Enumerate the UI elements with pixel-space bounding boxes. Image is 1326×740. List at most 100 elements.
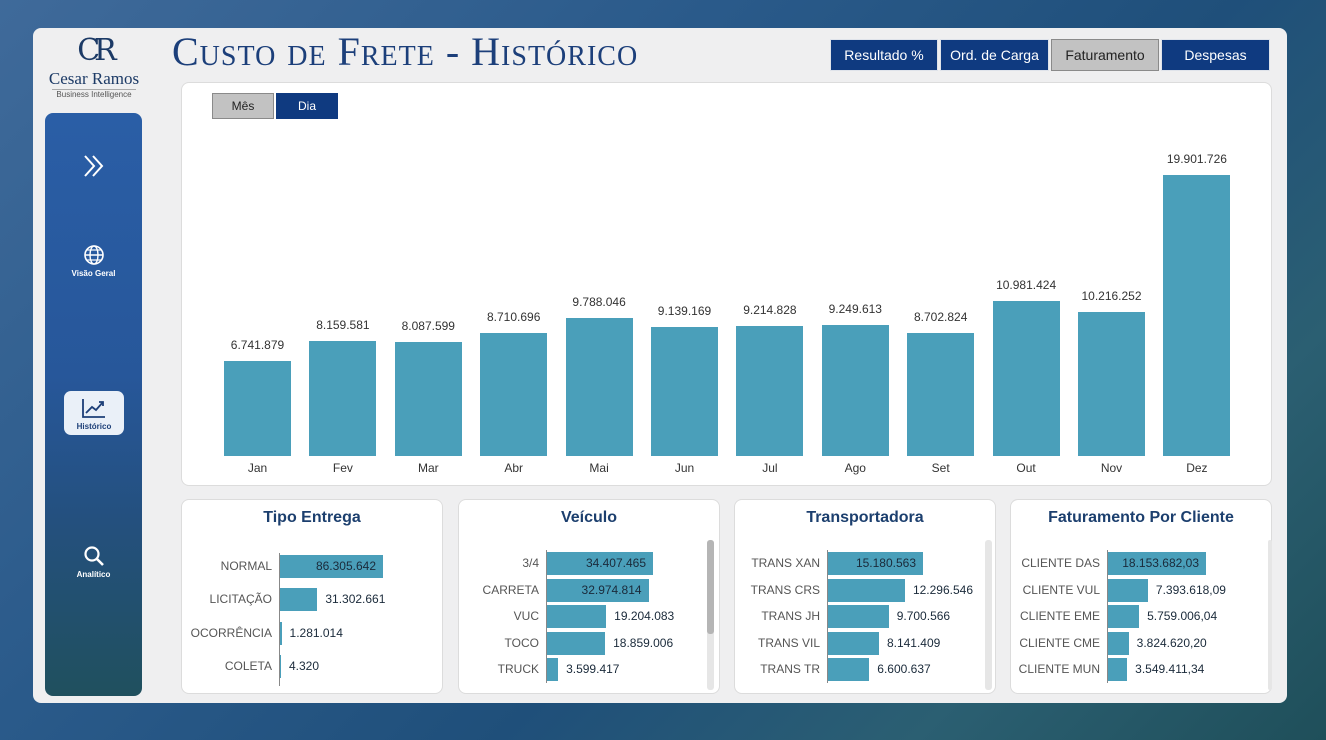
- bar-data-label: 8.087.599: [401, 318, 455, 333]
- veiculo-bar[interactable]: [547, 578, 649, 602]
- sidebar-item-label: Visão Geral: [71, 269, 116, 278]
- cliente-value-label: 3.549.411,34: [1135, 662, 1205, 676]
- trend-chart-icon: [82, 399, 105, 418]
- veiculo-category-label: CARRETA: [482, 582, 539, 597]
- bar-nov[interactable]: [1078, 311, 1145, 456]
- bar-jan[interactable]: [224, 360, 291, 456]
- logo-subtitle: Business Intelligence: [52, 89, 136, 100]
- cliente-value-label: 3.824.620,20: [1136, 635, 1207, 650]
- cliente-category-label: CLIENTE DAS: [1021, 556, 1100, 570]
- transportadora-value-label: 8.141.409: [886, 635, 941, 650]
- transportadora-category-label: TRANS VIL: [757, 635, 820, 650]
- cliente-title: Faturamento Por Cliente: [1048, 509, 1234, 526]
- bar-data-label: 6.741.879: [230, 337, 285, 352]
- transportadora-bar[interactable]: [828, 552, 923, 575]
- transportadora-bar[interactable]: [828, 578, 905, 602]
- globe-icon: [83, 245, 104, 265]
- transportadora-category-label: TRANS XAN: [751, 556, 820, 570]
- transportadora-bar[interactable]: [828, 605, 889, 628]
- logo: CR Cesar Ramos Business Intelligence: [40, 36, 148, 108]
- sidebar-item-analitico[interactable]: Analítico: [45, 545, 142, 579]
- x-tick-label: Set: [931, 461, 950, 475]
- x-tick-label: Mai: [589, 461, 609, 475]
- cliente-bar[interactable]: [1108, 552, 1206, 575]
- sidebar-item-expand[interactable]: [45, 153, 142, 179]
- cliente-bar[interactable]: [1108, 631, 1129, 655]
- tab-resultado[interactable]: Resultado %: [830, 39, 938, 71]
- toggle-mes-button[interactable]: Mês: [212, 93, 274, 119]
- toggle-dia-button[interactable]: Dia: [276, 93, 338, 119]
- cliente-category-label: CLIENTE EME: [1019, 609, 1100, 623]
- tab-ord-carga[interactable]: Ord. de Carga: [940, 39, 1049, 71]
- tab-faturamento[interactable]: Faturamento: [1051, 39, 1159, 71]
- cliente-value-label: 7.393.618,09: [1155, 582, 1226, 597]
- cliente-scrollbar[interactable]: [1268, 540, 1272, 690]
- transportadora-scrollbar[interactable]: [985, 540, 992, 690]
- tipo-entrega-category-label: OCORRÊNCIA: [190, 625, 272, 640]
- veiculo-value-label: 19.204.083: [614, 609, 675, 623]
- veiculo-bar[interactable]: [547, 658, 559, 681]
- bar-data-label: 19.901.726: [1166, 152, 1227, 166]
- veiculo-scrollbar[interactable]: [707, 540, 714, 690]
- x-tick-label: Fev: [332, 461, 353, 475]
- sidebar-item-label: Histórico: [76, 422, 112, 431]
- transportadora-title: Transportadora: [806, 509, 924, 526]
- veiculo-axis: [546, 550, 547, 683]
- transportadora-category-label: TRANS CRS: [750, 582, 820, 597]
- bar-data-label: 9.788.046: [572, 294, 626, 309]
- bar-mai[interactable]: [565, 317, 633, 456]
- bar-fev[interactable]: [309, 340, 377, 456]
- tipo-entrega-axis: [279, 553, 280, 687]
- scrollbar-thumb[interactable]: [707, 540, 714, 634]
- bar-dez[interactable]: [1163, 175, 1231, 456]
- veiculo-value-label: 18.859.006: [613, 635, 674, 650]
- tipo-entrega-title: Tipo Entrega: [263, 509, 361, 526]
- veiculo-bar[interactable]: [547, 605, 607, 628]
- tipo-entrega-value-label: 4.320: [289, 658, 320, 673]
- x-tick-label: Out: [1016, 461, 1036, 475]
- bar-data-label: 10.981.424: [996, 277, 1057, 292]
- cliente-axis: [1107, 550, 1108, 683]
- bar-out[interactable]: [992, 300, 1060, 456]
- bar-jun[interactable]: [651, 326, 718, 456]
- tab-despesas[interactable]: Despesas: [1161, 39, 1270, 71]
- tipo-entrega-bar[interactable]: [280, 654, 281, 678]
- cliente-bar[interactable]: [1108, 658, 1128, 681]
- bar-set[interactable]: [907, 333, 975, 456]
- sidebar-item-historico[interactable]: Histórico: [64, 391, 124, 435]
- veiculo-category-label: VUC: [513, 609, 539, 623]
- transportadora-bar[interactable]: [828, 658, 870, 681]
- sidebar: Visão Geral Histórico Analítico: [45, 113, 142, 696]
- cliente-bar[interactable]: [1108, 605, 1140, 628]
- x-tick-label: Mar: [417, 461, 439, 475]
- tipo-entrega-bar[interactable]: [280, 621, 282, 645]
- veiculo-bar[interactable]: [547, 631, 606, 655]
- bar-abr[interactable]: [480, 333, 548, 456]
- transportadora-bar[interactable]: [828, 631, 879, 655]
- tipo-entrega-category-label: NORMAL: [220, 559, 272, 573]
- cliente-value-label: 5.759.006,04: [1147, 609, 1218, 623]
- cliente-bar[interactable]: [1108, 578, 1148, 602]
- bar-jul[interactable]: [736, 325, 804, 456]
- cliente-category-label: CLIENTE VUL: [1022, 582, 1100, 597]
- sidebar-item-label: Analítico: [76, 570, 111, 579]
- sidebar-item-visao-geral[interactable]: Visão Geral: [45, 244, 142, 278]
- page-tabs: Resultado % Ord. de Carga Faturamento De…: [830, 39, 1272, 71]
- tipo-entrega-bar[interactable]: [280, 588, 318, 612]
- bar-data-label: 9.249.613: [828, 302, 882, 317]
- cliente-category-label: CLIENTE CME: [1019, 635, 1100, 650]
- tipo-entrega-value-label: 1.281.014: [289, 625, 343, 640]
- transportadora-category-label: TRANS JH: [761, 609, 820, 623]
- x-tick-label: Nov: [1100, 461, 1123, 475]
- tipo-entrega-bar[interactable]: [280, 555, 383, 578]
- x-tick-label: Abr: [504, 461, 524, 475]
- search-icon: [83, 546, 104, 566]
- veiculo-bar[interactable]: [547, 552, 653, 575]
- bar-mar[interactable]: [394, 341, 462, 456]
- transportadora-value-label: 12.296.546: [912, 582, 973, 597]
- tipo-entrega-category-label: LICITAÇÃO: [209, 592, 272, 607]
- bar-ago[interactable]: [821, 325, 889, 456]
- transportadora-value-label: 9.700.566: [896, 609, 951, 623]
- veiculo-value-label: 32.974.814: [581, 582, 642, 597]
- veiculo-value-label: 34.407.465: [585, 556, 646, 570]
